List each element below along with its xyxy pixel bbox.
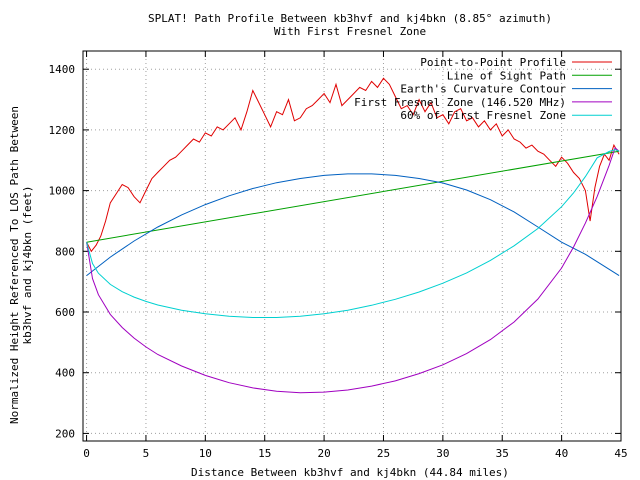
series-60-of-first-fresnel-zone bbox=[86, 149, 620, 318]
series-line-of-sight-path bbox=[86, 150, 620, 243]
series-lines bbox=[86, 77, 620, 394]
x-tick-label: 15 bbox=[258, 447, 271, 460]
y-tick-label: 400 bbox=[55, 367, 75, 380]
x-tick-label: 45 bbox=[614, 447, 627, 460]
y-tick-label: 1400 bbox=[49, 63, 76, 76]
grid bbox=[83, 51, 622, 441]
plot-frame bbox=[82, 50, 622, 442]
x-tick-label: 20 bbox=[317, 447, 330, 460]
legend-label: Point-to-Point Profile bbox=[420, 56, 566, 69]
x-tick-label: 25 bbox=[377, 447, 390, 460]
y-tick-label: 200 bbox=[55, 427, 75, 440]
legend-label: First Fresnel Zone (146.520 MHz) bbox=[354, 96, 566, 109]
x-tick-label: 40 bbox=[555, 447, 568, 460]
y-axis-label-line2: kb3hvf and kj4bkn (feet) bbox=[21, 186, 34, 345]
series-first-fresnel-zone-146-520-mhz bbox=[86, 146, 620, 394]
x-tick-label: 30 bbox=[436, 447, 449, 460]
legend-label: Line of Sight Path bbox=[447, 69, 566, 82]
axis-ticks: 0 5 10 15 20 25 30 35 40 45 200 400 600 800 1000 1200 14… bbox=[49, 51, 628, 460]
legend-label: Earth's Curvature Contour bbox=[400, 83, 566, 96]
chart-title: SPLAT! Path Profile Between kb3hvf and k… bbox=[148, 12, 552, 25]
y-tick-label: 1000 bbox=[49, 185, 76, 198]
x-axis-label: Distance Between kb3hvf and kj4bkn (44.8… bbox=[191, 466, 509, 479]
legend-label: 60% of First Fresnel Zone bbox=[400, 109, 566, 122]
x-tick-label: 10 bbox=[199, 447, 212, 460]
y-tick-label: 600 bbox=[55, 306, 75, 319]
x-tick-label: 0 bbox=[83, 447, 90, 460]
chart-subtitle: With First Fresnel Zone bbox=[274, 25, 426, 38]
y-axis-label-line1: Normalized Height Referenced To LOS Path… bbox=[8, 106, 21, 424]
x-tick-label: 35 bbox=[496, 447, 509, 460]
x-tick-label: 5 bbox=[143, 447, 150, 460]
y-tick-label: 1200 bbox=[49, 124, 76, 137]
series-point-to-point-profile bbox=[86, 77, 620, 253]
series-earth-s-curvature-contour bbox=[86, 173, 620, 277]
y-tick-label: 800 bbox=[55, 245, 75, 258]
